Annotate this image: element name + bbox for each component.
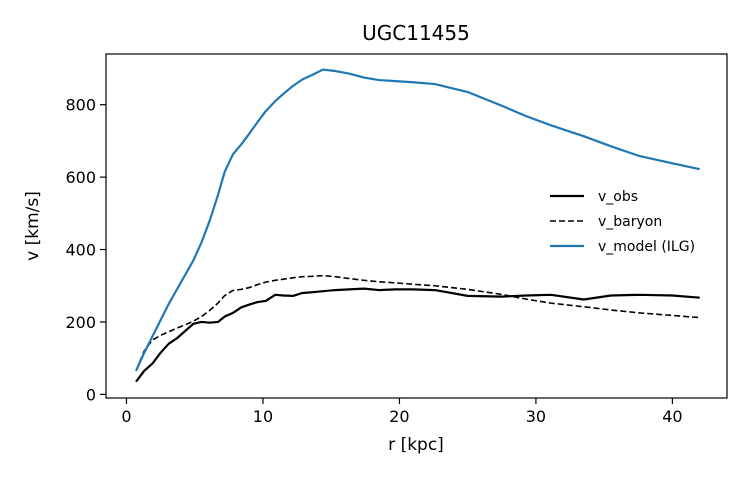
x-tick-label: 0 [121, 407, 131, 426]
legend-label-1: v_baryon [598, 214, 662, 230]
chart-title: UGC11455 [362, 21, 470, 45]
x-axis-ticks: 0 10 20 30 40 [121, 398, 683, 426]
x-tick-label: 20 [389, 407, 409, 426]
series-line-2 [135, 68, 700, 372]
x-axis-label: r [kpc] [388, 435, 444, 455]
legend: v_obs v_baryon v_model (ILG) [550, 189, 695, 255]
y-tick-label: 200 [65, 313, 96, 332]
x-tick-label: 40 [662, 407, 682, 426]
y-tick-label: 400 [65, 241, 96, 260]
series-line-0 [135, 287, 700, 383]
x-tick-label: 10 [253, 407, 273, 426]
legend-label-0: v_obs [598, 189, 638, 205]
plot-lines [135, 68, 700, 383]
legend-label-2: v_model (ILG) [598, 239, 695, 255]
y-tick-label: 800 [65, 96, 96, 115]
y-axis-ticks: 0 200 400 600 800 [65, 96, 106, 404]
series-line-1 [135, 274, 700, 372]
plot-frame [105, 53, 728, 399]
y-tick-label: 600 [65, 168, 96, 187]
y-tick-label: 0 [86, 385, 96, 404]
y-axis-label: v [km/s] [23, 191, 43, 261]
x-tick-label: 30 [526, 407, 546, 426]
